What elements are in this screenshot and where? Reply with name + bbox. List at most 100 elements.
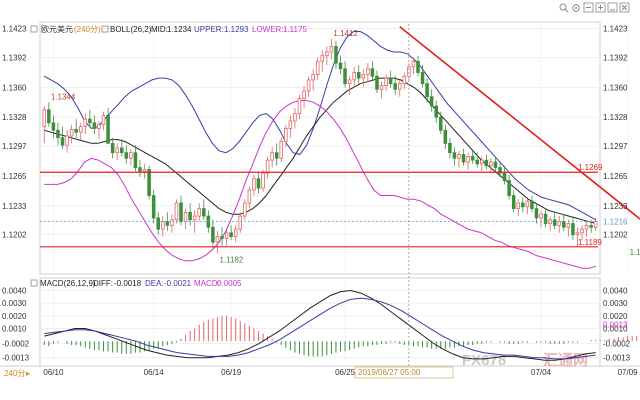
candle: [156, 212, 160, 235]
period-badge[interactable]: 240分 ▸: [4, 369, 30, 378]
candle: [124, 145, 129, 164]
candle: [47, 102, 51, 127]
candle: [402, 72, 407, 90]
toolbar: [559, 2, 630, 13]
search-icon[interactable]: [559, 3, 569, 13]
candle: [511, 189, 516, 213]
collapse-icon[interactable]: [30, 25, 38, 33]
candle: [311, 68, 315, 92]
candle: [525, 199, 530, 215]
macd-dea-value: -0.0021: [164, 279, 192, 288]
header-mid-label: MID:: [151, 25, 168, 34]
y-tick-left: 1.1360: [2, 83, 27, 92]
header-upper-value: 1.1293: [224, 25, 249, 34]
candle: [211, 219, 215, 248]
macd-y-tick-left: -0.0002: [2, 340, 30, 349]
candle: [51, 115, 56, 138]
candle: [593, 217, 598, 231]
candle: [502, 165, 507, 185]
candle: [274, 143, 279, 166]
candle: [165, 212, 170, 231]
y-tick-left: 1.1265: [2, 172, 27, 181]
candle: [589, 219, 593, 233]
header-mid-value: 1.1234: [167, 25, 192, 34]
candle: [347, 76, 352, 95]
macd-right-label: -0.0013: [603, 354, 631, 363]
indicator-toggle-icon[interactable]: [101, 25, 109, 33]
macd-dea-line: [44, 297, 596, 360]
y-tick-left: 1.1328: [2, 113, 27, 122]
candle: [252, 175, 256, 196]
candle: [306, 76, 311, 97]
macd-hist-value: 0.0005: [217, 279, 242, 288]
candle: [530, 195, 534, 213]
candle: [411, 57, 416, 75]
horizontal-lines[interactable]: 1.1269 1.1189 1.1216: [40, 163, 628, 248]
candle: [539, 210, 543, 228]
candle: [370, 61, 375, 80]
price-annotation: 1.1412: [333, 29, 358, 38]
y-tick-right: 1.1360: [603, 83, 628, 92]
candle: [161, 216, 165, 237]
zoom-out-icon[interactable]: [583, 2, 594, 13]
period-badge-arrow-icon: ▸: [26, 369, 30, 378]
y-tick-right: 1.1423: [603, 25, 628, 34]
candle: [83, 113, 88, 135]
candle: [379, 81, 384, 99]
candle: [192, 210, 197, 233]
candle: [238, 212, 243, 233]
candle: [138, 160, 142, 177]
x-tick-label: 07/09: [618, 368, 639, 377]
candle: [338, 55, 343, 75]
candle: [343, 61, 347, 88]
candle: [443, 124, 448, 149]
candle: [552, 212, 557, 230]
candle: [60, 126, 65, 149]
macd-hist-label: MACD:: [194, 279, 220, 288]
y-tick-left: 1.1392: [2, 54, 27, 63]
candle: [397, 79, 402, 97]
header-period: (240分): [74, 25, 101, 34]
candle: [584, 221, 589, 237]
candle: [261, 169, 265, 192]
settings-icon[interactable]: [572, 4, 580, 12]
close-icon[interactable]: [619, 2, 630, 13]
candle: [384, 74, 388, 92]
trendline[interactable]: [399, 26, 640, 231]
candle: [516, 199, 521, 217]
macd-y-tick-right: 0.0040: [603, 287, 628, 296]
candle: [452, 147, 457, 166]
grid: [40, 24, 628, 364]
y-tick-right: 1.1202: [603, 231, 628, 240]
candle: [388, 70, 393, 88]
candle: [429, 89, 434, 112]
price-panel-frame: [39, 21, 601, 275]
candle: [188, 203, 192, 226]
macd-y-tick-right: -0.0002: [603, 340, 631, 349]
x-tick-label: 07/04: [531, 368, 552, 377]
macd-y-tick-right: 0.0020: [603, 312, 628, 321]
candle: [448, 137, 452, 159]
macd-toggle-icon[interactable]: [30, 279, 38, 287]
candle: [279, 137, 284, 162]
candle: [233, 225, 238, 243]
candle: [480, 156, 484, 172]
macd-grid: [40, 290, 598, 358]
minimize-icon[interactable]: [607, 2, 618, 13]
candle: [170, 214, 174, 233]
candle: [315, 57, 320, 80]
candle: [74, 119, 78, 138]
trendline-group[interactable]: [399, 26, 640, 231]
zoom-in-icon[interactable]: [595, 2, 606, 13]
candle: [498, 161, 502, 177]
horizontal-line-label: 1.1189: [578, 238, 602, 247]
candle: [320, 50, 325, 73]
candle: [106, 107, 110, 144]
candle: [224, 229, 229, 246]
macd-dea-label: DEA:: [145, 279, 164, 288]
candle: [247, 186, 252, 209]
candle: [220, 227, 224, 246]
y-tick-left: 1.1233: [2, 202, 27, 211]
